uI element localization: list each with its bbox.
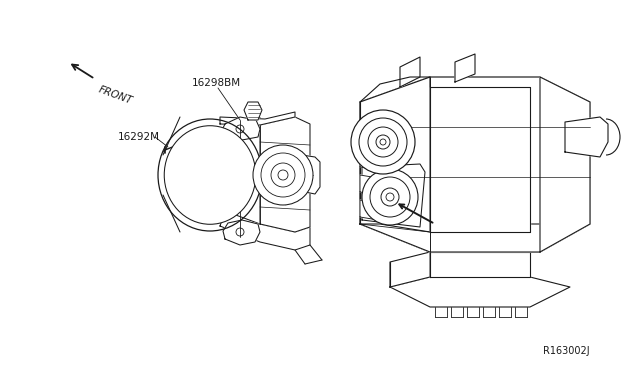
Polygon shape — [360, 77, 430, 252]
Polygon shape — [295, 154, 320, 194]
Polygon shape — [360, 224, 590, 252]
Text: 16292M: 16292M — [118, 132, 160, 142]
Circle shape — [253, 145, 313, 205]
Polygon shape — [390, 252, 430, 287]
Polygon shape — [360, 200, 390, 222]
Polygon shape — [223, 220, 260, 245]
Polygon shape — [430, 252, 530, 277]
Circle shape — [362, 169, 418, 225]
Text: FRONT: FRONT — [97, 84, 134, 106]
Polygon shape — [362, 164, 425, 227]
Polygon shape — [360, 175, 390, 197]
Polygon shape — [360, 77, 590, 252]
Circle shape — [351, 110, 415, 174]
Polygon shape — [400, 57, 420, 87]
Polygon shape — [360, 150, 390, 172]
Polygon shape — [455, 54, 475, 82]
Polygon shape — [220, 211, 310, 250]
Polygon shape — [222, 117, 260, 140]
Polygon shape — [390, 277, 570, 307]
Polygon shape — [260, 117, 310, 232]
Polygon shape — [540, 77, 590, 252]
Polygon shape — [565, 117, 608, 157]
Polygon shape — [430, 87, 530, 232]
Polygon shape — [360, 125, 390, 147]
Text: R163002J: R163002J — [543, 346, 589, 356]
Ellipse shape — [158, 119, 262, 231]
Text: 16298BM: 16298BM — [192, 78, 241, 88]
Ellipse shape — [164, 126, 256, 224]
Polygon shape — [220, 112, 295, 125]
Polygon shape — [244, 102, 262, 120]
